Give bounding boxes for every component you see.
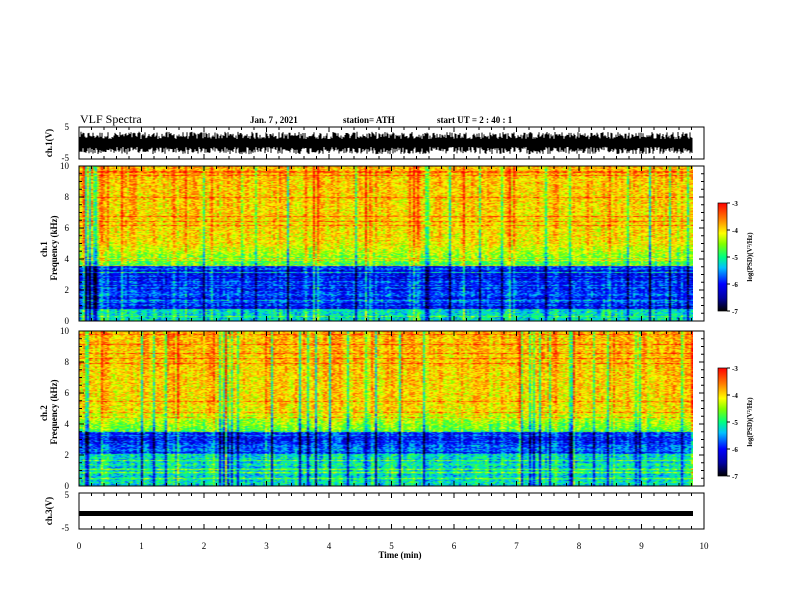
- ch2-colorbar-ticks: -3 -4 -5 -6 -7: [727, 365, 738, 481]
- ch3-ytick-bottom: -5: [62, 523, 70, 533]
- ch2-spectrogram-image: [79, 331, 693, 486]
- ch2-colorbar: -3 -4 -5 -6 -7 log(PSD)(V²/Hz): [717, 365, 754, 481]
- time-tick-label: 0: [77, 541, 82, 551]
- time-tick-label: 3: [264, 541, 269, 551]
- time-ticks: [78, 127, 705, 529]
- ch2-freq-tick-label: 10: [60, 326, 70, 336]
- ch3-waveform-trace: [79, 511, 693, 516]
- ch3-waveform-ylabel: ch.3(V): [44, 497, 54, 525]
- ch1-spectrogram-panel: 0 2 4 6 8 10 ch.1 Frequency (kHz): [39, 161, 705, 326]
- ch2-colorbar-label: log(PSD)(V²/Hz): [746, 397, 754, 447]
- ch3-ytick-top: 5: [65, 490, 70, 500]
- ch1-colorbar-ticks: -3 -4 -5 -6 -7: [727, 200, 738, 316]
- ch2-freq-tick-label: 4: [65, 419, 70, 429]
- ch2-freq-tick-label: 6: [65, 388, 70, 398]
- time-tick-label: 7: [514, 541, 519, 551]
- header-date: Jan. 7 , 2021: [250, 115, 298, 125]
- ch1-ylabel-channel: ch.1: [39, 241, 49, 257]
- ch1-colorbar-tick-label: -4: [732, 227, 738, 235]
- header-station: station= ATH: [343, 115, 395, 125]
- time-tick-label: 10: [700, 541, 710, 551]
- time-tick-label: 1: [139, 541, 144, 551]
- time-axis-label: Time (min): [378, 550, 421, 560]
- ch1-spectrogram-image: [79, 166, 693, 321]
- ch2-spectrogram-ylabel: ch.2 Frequency (kHz): [39, 379, 59, 444]
- ch1-freq-tick-label: 10: [60, 161, 70, 171]
- ch1-colorbar-tick-label: -3: [732, 200, 738, 208]
- ch2-spectrogram-panel: 0 2 4 6 8 10 ch.2 Frequency (kHz): [39, 326, 705, 491]
- ch1-freq-tick-label: 4: [65, 254, 70, 264]
- ch1-spectrogram-ylabel: ch.1 Frequency (kHz): [39, 215, 59, 280]
- time-tick-label: 2: [202, 541, 207, 551]
- ch1-colorbar-tick-label: -6: [732, 281, 738, 289]
- ch2-ylabel-freq: Frequency (kHz): [49, 379, 59, 444]
- ch1-freq-ticks: 0 2 4 6 8 10: [60, 161, 704, 326]
- ch2-colorbar-tick-label: -5: [732, 419, 738, 427]
- ch1-colorbar-tick-label: -5: [732, 254, 738, 262]
- ch1-waveform-trace: [79, 131, 693, 155]
- time-tick-label: 6: [452, 541, 457, 551]
- ch1-ytick-top: 5: [65, 122, 70, 132]
- header-start-time: start UT = 2 : 40 : 1: [437, 115, 513, 125]
- ch1-waveform-panel: 5 -5 ch.1(V): [44, 122, 705, 163]
- ch1-waveform-ylabel: ch.1(V): [44, 129, 54, 157]
- ch1-ylabel-freq: Frequency (kHz): [49, 215, 59, 280]
- ch1-ytick-bottom: -5: [62, 153, 70, 163]
- ch2-colorbar-tick-label: -7: [732, 473, 738, 481]
- ch3-waveform-panel: 5 -5 ch.3(V): [44, 490, 705, 533]
- ch1-waveform-line: [79, 131, 693, 155]
- ch1-freq-tick-label: 6: [65, 223, 70, 233]
- ch1-freq-tick-label: 0: [65, 316, 70, 326]
- ch2-colorbar-scale: [717, 367, 728, 477]
- ch2-ylabel-channel: ch.2: [39, 405, 49, 421]
- ch2-freq-tick-label: 0: [65, 481, 70, 491]
- ch2-colorbar-tick-label: -3: [732, 365, 738, 373]
- ch1-colorbar-scale: [717, 202, 728, 312]
- ch1-freq-tick-label: 2: [65, 285, 70, 295]
- ch2-colorbar-tick-label: -6: [732, 446, 738, 454]
- ch1-colorbar-label: log(PSD)(V²/Hz): [746, 232, 754, 282]
- time-tick-labels: 0 1 2 3 4 5 6 7 8 9 10: [77, 541, 709, 551]
- time-tick-label: 9: [639, 541, 644, 551]
- ch2-freq-tick-label: 2: [65, 450, 70, 460]
- time-tick-label: 8: [577, 541, 582, 551]
- figure-title: VLF Spectra: [80, 112, 142, 126]
- time-tick-label: 4: [327, 541, 332, 551]
- ch2-colorbar-tick-label: -4: [732, 392, 738, 400]
- ch1-colorbar-tick-label: -7: [732, 308, 738, 316]
- ch2-freq-tick-label: 8: [65, 357, 70, 367]
- ch1-freq-tick-label: 8: [65, 192, 70, 202]
- ch1-colorbar: -3 -4 -5 -6 -7 log(PSD)(V²/Hz): [717, 200, 754, 316]
- time-tick-label: 5: [389, 541, 394, 551]
